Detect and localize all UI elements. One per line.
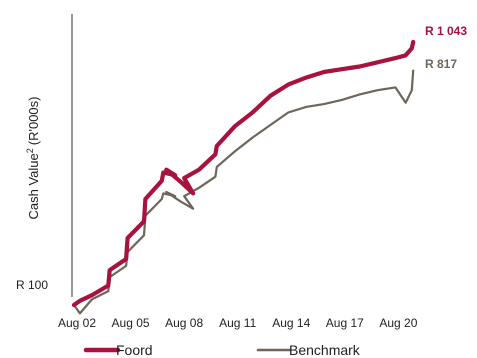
x-tick-label: Aug 17 bbox=[326, 316, 364, 330]
x-tick-label: Aug 05 bbox=[112, 316, 150, 330]
svg-text:Cash Value2(R'000s): Cash Value2 (R'000s) bbox=[25, 97, 41, 220]
series-lines bbox=[71, 39, 416, 315]
end-label-benchmark: R 817 bbox=[425, 57, 457, 71]
y-axis-title: Cash Value2 (R'000s) bbox=[25, 97, 41, 220]
y-tick-label: R 100 bbox=[16, 278, 48, 292]
series-line-benchmark bbox=[72, 69, 415, 315]
legend-label-foord: Foord bbox=[116, 342, 153, 358]
y-axis-title-text: Cash Value bbox=[26, 153, 41, 219]
x-tick-label: Aug 08 bbox=[165, 316, 203, 330]
x-tick-label: Aug 14 bbox=[272, 316, 310, 330]
end-label-foord: R 1 043 bbox=[425, 24, 467, 38]
x-tick-label: Aug 02 bbox=[58, 316, 96, 330]
x-axis-ticks: Aug 02 Aug 05 Aug 08 Aug 11 Aug 14 Aug 17 Aug … bbox=[58, 316, 418, 330]
y-axis-title-unit: (R'000s) bbox=[26, 97, 41, 146]
y-axis-title-superscript: 2 bbox=[25, 148, 35, 153]
x-tick-label: Aug 20 bbox=[379, 316, 417, 330]
legend: Foord Benchmark bbox=[83, 342, 361, 358]
end-labels: R 1 043 R 817 bbox=[425, 24, 467, 71]
x-tick-label: Aug 11 bbox=[219, 316, 256, 330]
legend-label-benchmark: Benchmark bbox=[289, 342, 361, 358]
series-line-foord bbox=[71, 39, 416, 308]
